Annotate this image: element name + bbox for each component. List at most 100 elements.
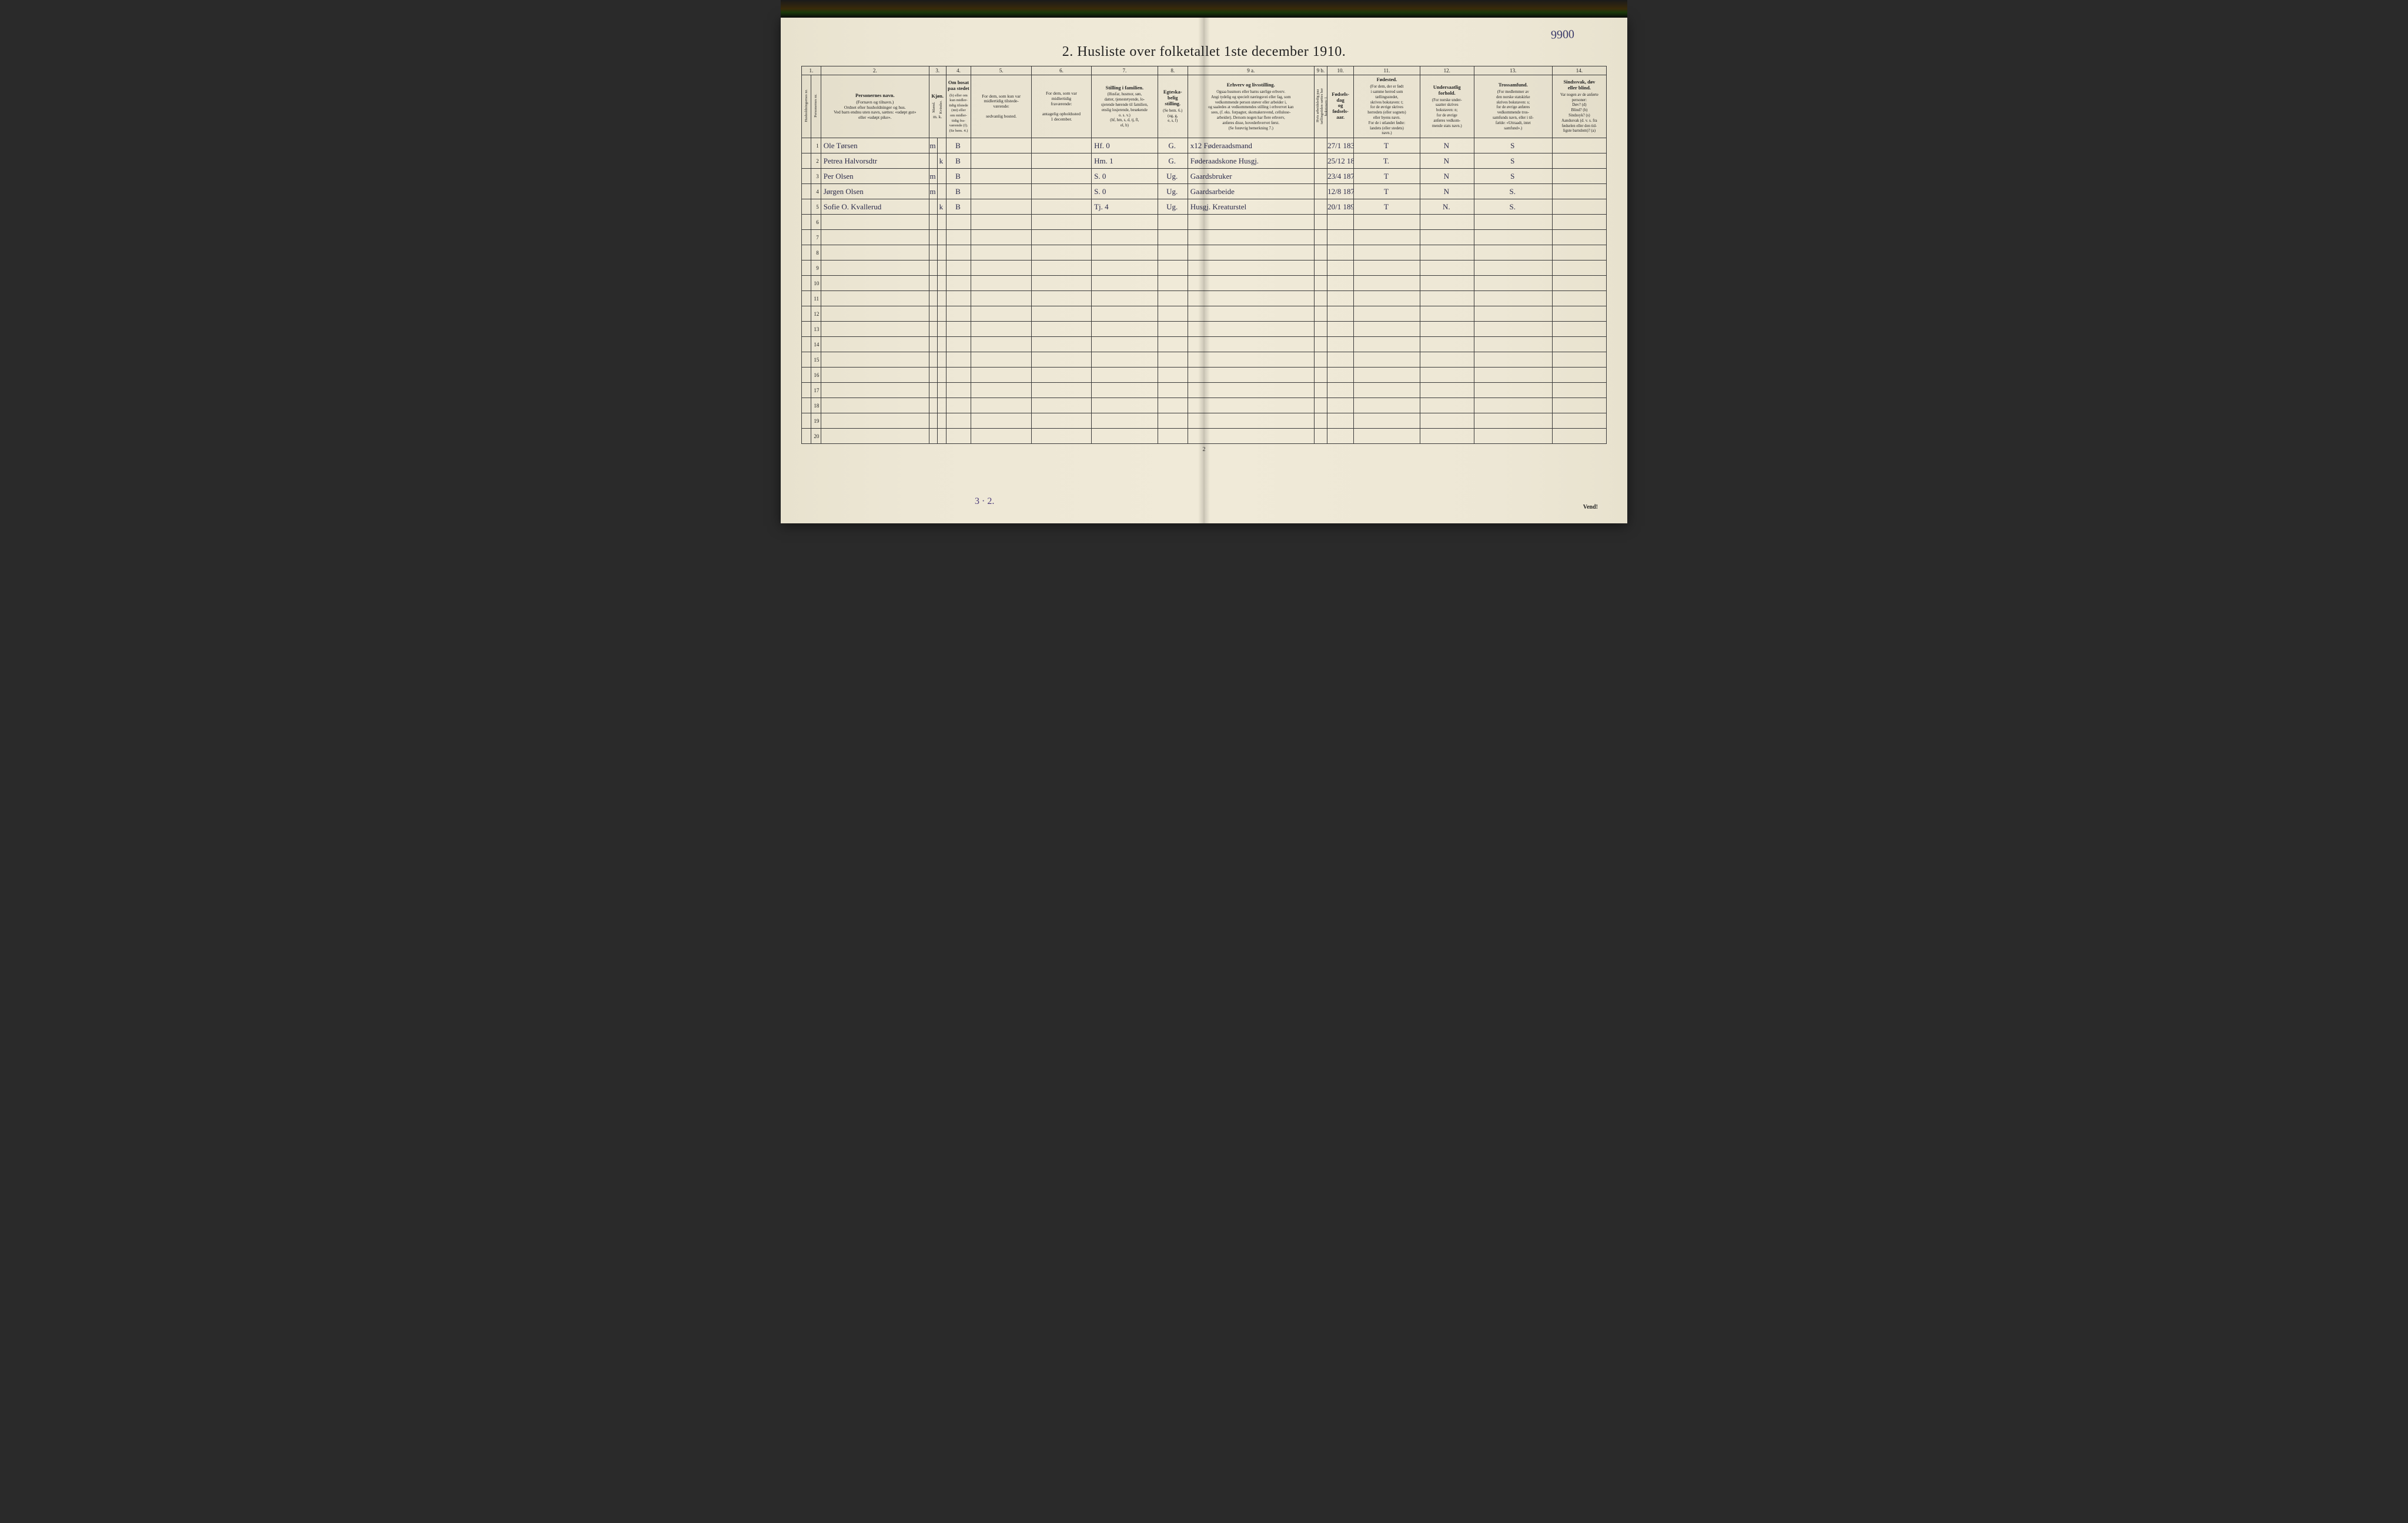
table-cell [971,199,1031,215]
table-cell [1474,352,1552,368]
table-row: 17 [802,383,1607,398]
table-cell [1188,337,1314,352]
table-cell [929,215,937,230]
table-cell: 6 [811,215,821,230]
table-cell [929,199,937,215]
table-cell [802,291,811,306]
table-cell [802,276,811,291]
table-row: 16 [802,368,1607,383]
table-cell [1354,337,1420,352]
table-cell [1552,276,1606,291]
table-cell [1552,337,1606,352]
table-cell [971,368,1031,383]
table-cell [1552,230,1606,245]
table-cell: 4 [811,184,821,199]
header-navn: Personernes navn. (Fornavn og tilnavn.) … [821,75,929,138]
table-cell: T [1354,184,1420,199]
table-cell [1092,413,1158,429]
colnum-7: 7. [1092,66,1158,75]
table-cell: 10 [811,276,821,291]
table-cell [938,337,946,352]
table-cell [1188,291,1314,306]
table-cell: 27/1 1837 [1327,138,1354,153]
table-cell [1474,230,1552,245]
table-cell: T [1354,199,1420,215]
table-cell [802,245,811,260]
table-cell: N [1420,153,1474,169]
table-cell [1158,352,1188,368]
census-page: 9900 2. Husliste over folketallet 1ste d… [781,18,1627,523]
table-cell [1327,306,1354,322]
table-cell [1327,429,1354,444]
table-cell: N [1420,169,1474,184]
table-cell [1031,291,1091,306]
table-cell [1474,413,1552,429]
table-cell [802,398,811,413]
table-cell [1354,215,1420,230]
table-cell: G. [1158,153,1188,169]
table-cell [946,398,971,413]
table-cell [1474,291,1552,306]
table-cell [1327,322,1354,337]
table-cell [1354,352,1420,368]
table-cell [1092,306,1158,322]
table-cell [821,383,929,398]
table-cell [1552,383,1606,398]
table-cell [1354,383,1420,398]
table-cell [1474,276,1552,291]
table-cell [938,291,946,306]
table-cell [1158,383,1188,398]
table-cell [1420,398,1474,413]
table-cell [1314,215,1327,230]
table-row: 12 [802,306,1607,322]
table-cell [1092,352,1158,368]
table-cell [938,245,946,260]
table-cell: m [929,169,937,184]
table-cell [1031,153,1091,169]
table-cell [1314,429,1327,444]
table-cell [1188,260,1314,276]
table-cell [1031,260,1091,276]
table-row: 13 [802,322,1607,337]
table-cell: 9 [811,260,821,276]
table-cell: Ug. [1158,199,1188,215]
table-cell [1552,368,1606,383]
table-cell [971,184,1031,199]
table-cell [1031,169,1091,184]
table-cell [1354,260,1420,276]
table-cell [1420,337,1474,352]
table-cell [1354,322,1420,337]
table-cell: 11 [811,291,821,306]
table-cell [1420,276,1474,291]
colnum-3: 3. [929,66,946,75]
table-cell [1314,337,1327,352]
table-cell [1552,169,1606,184]
table-cell [1158,306,1188,322]
table-cell [821,413,929,429]
table-cell [821,352,929,368]
table-cell: Husgj. Kreaturstel [1188,199,1314,215]
table-cell [1188,245,1314,260]
table-cell: 18 [811,398,821,413]
table-row: 5Sofie O. KvallerudkBTj. 4Ug.Husgj. Krea… [802,199,1607,215]
table-cell [1092,291,1158,306]
table-cell [1314,352,1327,368]
table-cell [1158,429,1188,444]
table-cell [1031,230,1091,245]
table-cell: 17 [811,383,821,398]
table-cell [1420,215,1474,230]
table-cell [1314,230,1327,245]
table-cell [1474,322,1552,337]
table-cell [802,153,811,169]
table-cell: S [1474,153,1552,169]
table-cell [1031,276,1091,291]
table-cell [1314,169,1327,184]
table-row: 18 [802,398,1607,413]
table-cell [802,337,811,352]
table-cell: m [929,138,937,153]
table-cell: 20 [811,429,821,444]
table-cell: N [1420,184,1474,199]
table-cell [971,429,1031,444]
table-cell [1354,413,1420,429]
table-cell [929,368,937,383]
